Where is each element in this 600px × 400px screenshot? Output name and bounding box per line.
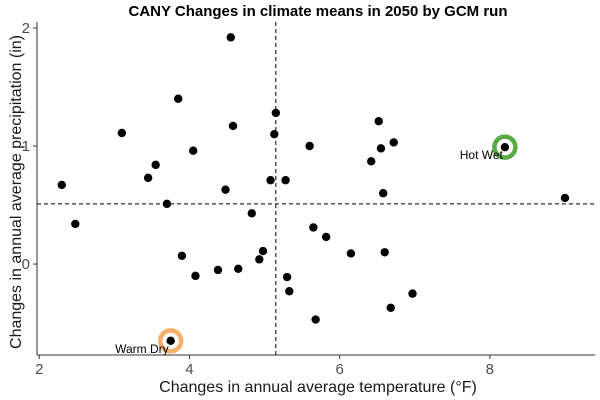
data-point xyxy=(500,142,510,152)
data-point xyxy=(285,287,294,296)
y-tick-label: 0 xyxy=(22,256,30,273)
data-point xyxy=(221,185,230,194)
data-point xyxy=(380,248,389,257)
data-point xyxy=(173,94,183,103)
highlight-label: Warm Dry xyxy=(115,342,169,356)
data-point xyxy=(346,249,356,258)
data-point xyxy=(408,289,417,298)
data-point xyxy=(271,108,281,118)
data-point xyxy=(117,128,127,138)
highlight-rings xyxy=(157,134,518,354)
data-point xyxy=(266,176,275,185)
data-point xyxy=(374,116,383,126)
x-tick-label: 8 xyxy=(486,361,494,378)
data-point xyxy=(258,246,268,256)
data-point xyxy=(309,223,318,232)
data-point xyxy=(311,315,320,324)
x-tick-label: 2 xyxy=(35,361,43,378)
data-point xyxy=(270,129,279,139)
data-point xyxy=(281,176,290,185)
data-point xyxy=(255,255,264,264)
data-point xyxy=(189,146,198,155)
y-tick-label: 2 xyxy=(22,20,30,37)
data-point xyxy=(386,303,395,312)
data-point xyxy=(226,33,235,42)
highlight-ring xyxy=(492,134,518,160)
data-point xyxy=(389,138,398,147)
data-point xyxy=(247,209,256,218)
data-point xyxy=(166,336,175,346)
data-point xyxy=(162,199,172,209)
data-point xyxy=(321,232,331,242)
highlight-label: Hot Wet xyxy=(460,148,504,162)
data-point xyxy=(213,265,223,275)
data-point xyxy=(305,141,314,151)
data-point xyxy=(228,121,238,131)
data-point xyxy=(177,251,187,261)
data-point xyxy=(282,272,292,282)
data-point xyxy=(151,160,160,170)
x-axis-label: Changes in annual average temperature (°… xyxy=(159,379,477,396)
data-points xyxy=(57,33,570,346)
reference-lines xyxy=(37,22,595,355)
data-point xyxy=(191,271,200,281)
y-tick-label: 1 xyxy=(22,138,30,155)
tick-labels: 2 4 6 8 0 1 2 xyxy=(22,20,494,378)
data-point xyxy=(71,219,80,229)
data-point xyxy=(560,193,570,203)
data-point xyxy=(366,157,376,166)
data-point xyxy=(234,264,243,273)
axes xyxy=(33,22,595,359)
data-point xyxy=(57,180,66,190)
data-point xyxy=(379,189,388,198)
highlight-labels: Hot Wet Warm Dry xyxy=(115,148,503,356)
data-point xyxy=(143,173,153,183)
highlight-ring xyxy=(157,328,184,354)
x-tick-label: 4 xyxy=(185,361,193,378)
y-axis-label: Changes in annual average precipitation … xyxy=(8,35,25,349)
x-tick-label: 6 xyxy=(335,361,343,378)
chart-title: CANY Changes in climate means in 2050 by… xyxy=(129,3,508,20)
data-point xyxy=(376,144,386,153)
